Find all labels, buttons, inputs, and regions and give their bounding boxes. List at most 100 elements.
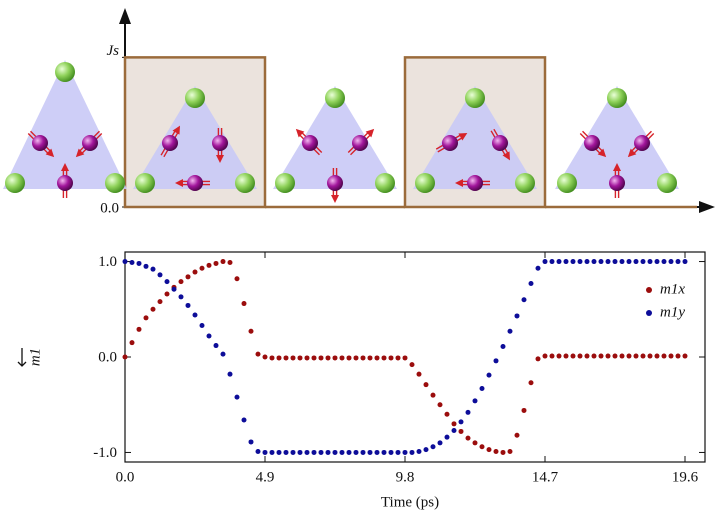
- x-axis-label: Time (ps): [381, 494, 439, 510]
- data-point: [227, 260, 233, 265]
- data-point: [430, 392, 436, 398]
- y-tick-label: 0.0: [98, 349, 117, 365]
- data-point: [682, 353, 688, 359]
- data-point: [353, 449, 359, 455]
- x-axis-arrow: [699, 201, 715, 213]
- y-tick-label: Js: [107, 43, 120, 59]
- data-point: [451, 428, 457, 433]
- data-point: [661, 353, 667, 359]
- data-point: [598, 353, 604, 359]
- data-point: [178, 279, 184, 285]
- spin-triangle: [3, 60, 127, 198]
- spin-head: [216, 155, 224, 163]
- data-point: [381, 355, 387, 361]
- data-point: [213, 343, 219, 349]
- magnetic-atom: [352, 135, 368, 151]
- magnetic-atom: [187, 175, 203, 191]
- data-point: [129, 260, 135, 265]
- ligand-atom: [515, 173, 535, 193]
- data-point: [206, 262, 212, 268]
- data-point: [234, 276, 240, 282]
- data-point: [360, 355, 366, 361]
- triangle: [413, 86, 537, 189]
- data-point: [276, 449, 282, 455]
- ligand-atom: [375, 173, 395, 193]
- data-point: [458, 419, 464, 425]
- spin-head: [365, 128, 375, 138]
- data-point: [570, 353, 576, 359]
- data-point: [612, 259, 618, 265]
- data-point: [507, 449, 513, 454]
- x-tick-label: 19.6: [672, 469, 699, 485]
- data-point: [675, 259, 681, 265]
- data-point: [388, 449, 394, 455]
- data-point: [486, 372, 492, 378]
- spin-head: [61, 163, 69, 171]
- x-tick-label: 0.0: [116, 469, 135, 485]
- data-point: [465, 409, 471, 415]
- data-point: [241, 301, 247, 307]
- data-point: [241, 417, 247, 423]
- data-point: [346, 355, 352, 361]
- spin-head: [613, 163, 621, 171]
- data-point: [395, 449, 401, 455]
- vector-arrow: [17, 348, 27, 367]
- triangle: [3, 60, 127, 189]
- data-point: [416, 449, 422, 454]
- y-axis-label: m1: [27, 348, 43, 366]
- spin-head: [172, 125, 180, 135]
- data-point: [563, 259, 569, 265]
- data-point: [563, 353, 569, 359]
- data-point: [437, 440, 443, 446]
- data-point: [150, 306, 156, 312]
- spin-triangle: [555, 86, 679, 198]
- data-point: [318, 355, 324, 361]
- data-point: [640, 259, 646, 265]
- data-point: [647, 259, 653, 265]
- data-point: [633, 353, 639, 359]
- data-point: [409, 449, 415, 455]
- data-point: [584, 259, 590, 265]
- data-point: [514, 313, 520, 319]
- magnetic-atom: [327, 175, 343, 191]
- data-point: [143, 263, 149, 269]
- data-point: [164, 279, 170, 285]
- data-point: [318, 449, 324, 455]
- magnetic-atom: [302, 135, 318, 151]
- data-point: [304, 355, 310, 361]
- data-point: [185, 274, 191, 280]
- data-point: [339, 449, 345, 455]
- spin-triangle: [273, 86, 397, 203]
- spin-head: [627, 148, 637, 158]
- data-point: [556, 259, 562, 265]
- data-point: [619, 353, 625, 359]
- data-point: [262, 449, 268, 455]
- triangle: [273, 86, 397, 189]
- data-point: [388, 355, 394, 361]
- magnetic-atom: [212, 135, 228, 151]
- data-point: [178, 294, 184, 300]
- data-point: [444, 411, 450, 417]
- data-point: [262, 354, 268, 360]
- magnetic-atom: [32, 135, 48, 151]
- data-point: [493, 449, 499, 454]
- data-point: [577, 353, 583, 359]
- data-point: [521, 297, 527, 303]
- legend-marker: [646, 310, 652, 316]
- data-point: [374, 355, 380, 361]
- data-point: [402, 355, 408, 361]
- data-point: [192, 269, 198, 275]
- ligand-atom: [5, 173, 25, 193]
- data-point: [213, 260, 219, 266]
- data-point: [346, 449, 352, 455]
- data-point: [192, 312, 198, 318]
- magnetic-atom: [82, 135, 98, 151]
- data-point: [535, 356, 541, 362]
- data-point: [598, 259, 604, 265]
- x-tick-label: 9.8: [396, 469, 415, 485]
- plot-frame: [124, 251, 706, 463]
- data-point: [269, 355, 275, 361]
- ligand-atom: [325, 88, 345, 108]
- data-point: [465, 435, 471, 441]
- data-point: [549, 353, 555, 359]
